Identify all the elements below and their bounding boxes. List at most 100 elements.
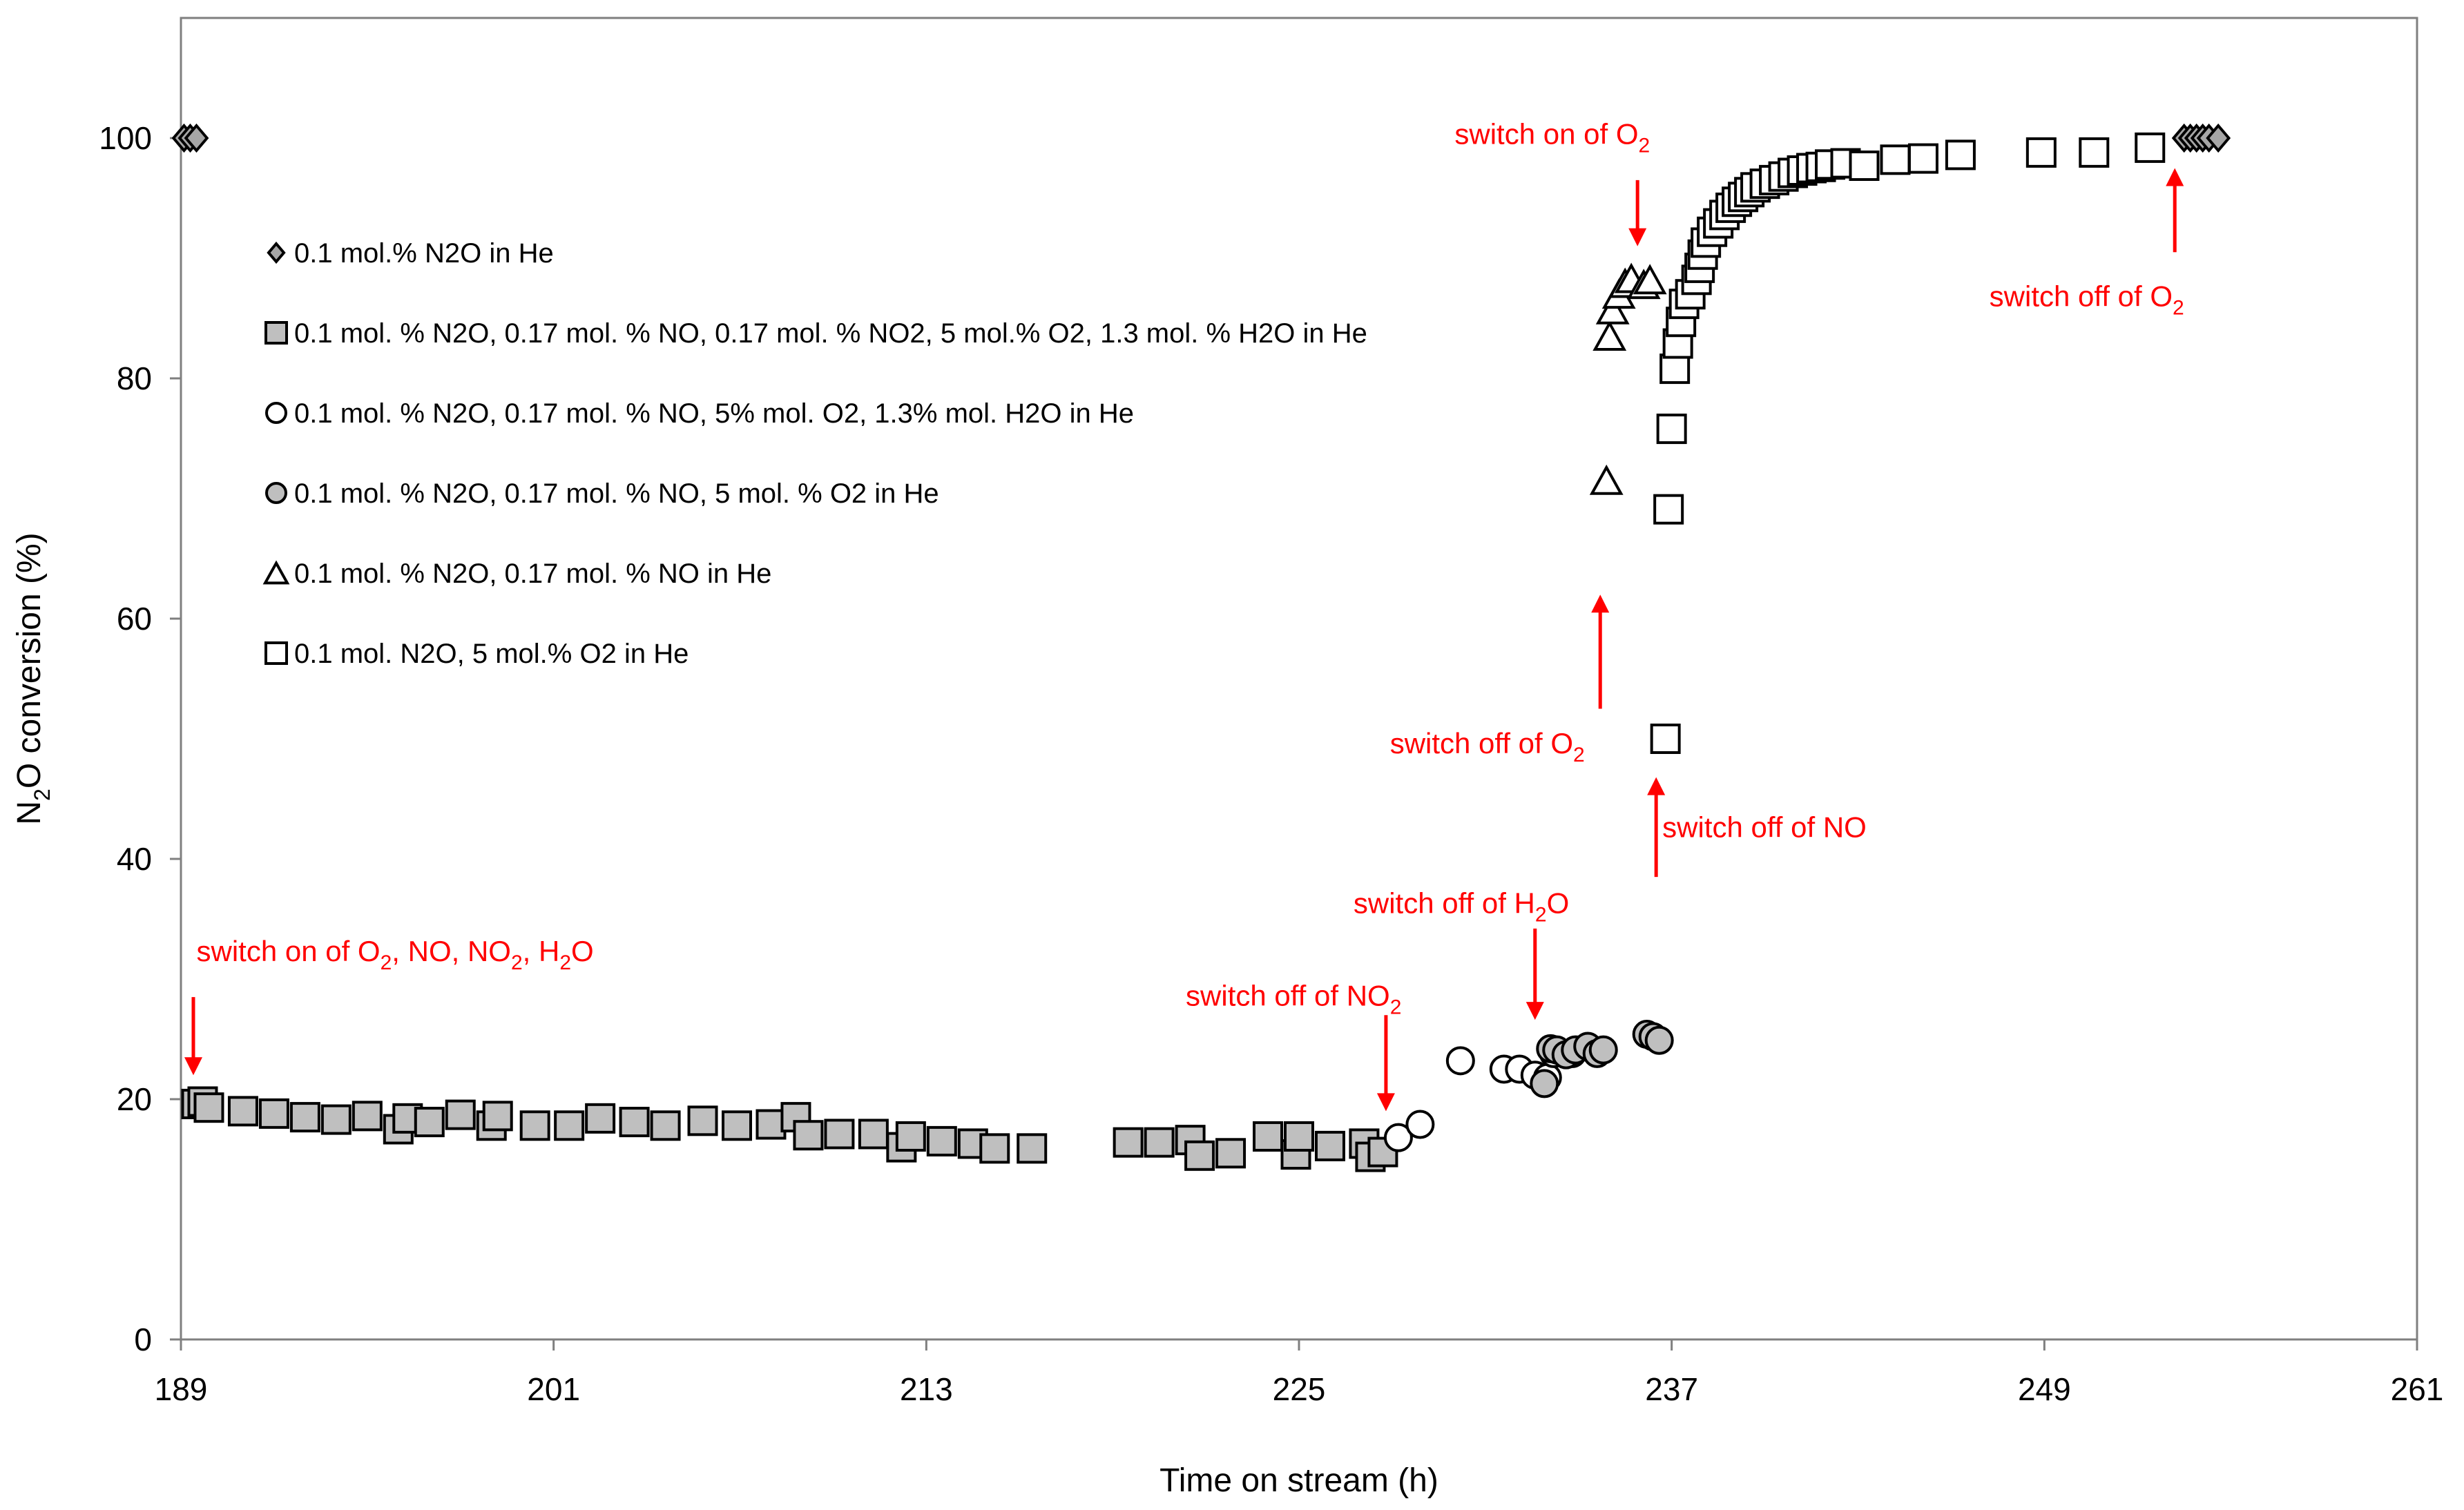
annotation-on-all: switch on of O2, NO, NO2, H2O [184, 935, 594, 1076]
annotation-label: switch on of O2 [1454, 118, 1650, 157]
square-point [320, 1104, 352, 1135]
circle-point [1445, 1046, 1475, 1076]
square-point [289, 1102, 320, 1133]
x-tick-label: 213 [900, 1371, 953, 1407]
square-point [1184, 1140, 1215, 1171]
square-point [2025, 137, 2057, 168]
square-point [1284, 1121, 1314, 1152]
x-tick-label: 189 [155, 1371, 208, 1407]
series-4 [1589, 262, 1667, 495]
square-point [258, 1098, 289, 1129]
circle-point [1588, 1035, 1618, 1065]
legend-label: 0.1 mol. % N2O, 0.17 mol. % NO, 0.17 mol… [294, 318, 1367, 349]
triangle-point [1633, 264, 1667, 295]
square-point [1880, 144, 1911, 175]
x-tick-label: 261 [2391, 1371, 2444, 1407]
square-point [1659, 354, 1691, 385]
annotation-label: switch off of H2O [1354, 887, 1569, 926]
square-point [824, 1119, 855, 1150]
square-point [1656, 414, 1687, 445]
annotation-arrow-head [1647, 777, 1666, 795]
annotation-off-no: switch off of NO [1647, 777, 1867, 878]
square-point [926, 1125, 957, 1156]
legend-label: 0.1 mol.% N2O in He [294, 238, 554, 269]
square-point [755, 1109, 787, 1140]
annotation-label: switch off of O2 [1390, 727, 1585, 766]
square-point [414, 1107, 445, 1138]
legend-label: 0.1 mol. % N2O, 0.17 mol. % NO, 5% mol. … [294, 398, 1134, 429]
square-point [1144, 1127, 1175, 1158]
square-point [722, 1110, 753, 1141]
triangle-point [1595, 293, 1630, 325]
square-point [1113, 1127, 1144, 1158]
diamond-point [184, 123, 209, 153]
square-point [352, 1101, 383, 1132]
square-point [585, 1103, 616, 1134]
circle-point [1644, 1025, 1674, 1055]
legend-label: 0.1 mol. % N2O, 0.17 mol. % NO in He [294, 559, 771, 589]
square-point [793, 1120, 824, 1151]
circle-point [1530, 1069, 1559, 1098]
legend-label: 0.1 mol. % N2O, 0.17 mol. % NO, 5 mol. %… [294, 478, 939, 509]
circle-point [1383, 1123, 1413, 1152]
square-point [2135, 132, 2166, 163]
square-point [2079, 137, 2110, 168]
y-tick-label: 0 [134, 1322, 152, 1357]
legend-entry: 0.1 mol. N2O, 5 mol.% O2 in He [264, 639, 689, 669]
legend-entry: 0.1 mol. % N2O, 0.17 mol. % NO, 5% mol. … [265, 398, 1134, 429]
square-point [979, 1133, 1010, 1164]
annotation-arrow-head [184, 1057, 202, 1076]
x-tick-label: 249 [2018, 1371, 2071, 1407]
annotations: switch on of O2, NO, NO2, H2O switch off … [184, 118, 2184, 1112]
square-point [554, 1110, 585, 1141]
square-point [687, 1105, 718, 1136]
series-3 [1530, 1020, 1674, 1098]
y-tick-label: 40 [117, 841, 152, 877]
axes: 189 201 213 225 237 249 261 0 20 40 60 80 100 [99, 120, 2443, 1407]
annotation-on-o2: switch on of O2 [1454, 118, 1650, 246]
square-point [650, 1110, 681, 1141]
triangle-point [1589, 464, 1624, 495]
y-tick-label: 20 [117, 1081, 152, 1117]
data-series [171, 123, 2231, 1172]
annotation-arrow-head [1376, 1093, 1395, 1112]
legend-entry: 0.1 mol. % N2O, 0.17 mol. % NO in He [262, 559, 771, 589]
y-tick-label: 100 [99, 120, 152, 156]
annotation-arrow-head [1591, 594, 1610, 613]
square-point [895, 1121, 926, 1152]
legend-entry: 0.1 mol. % N2O, 0.17 mol. % NO, 5 mol. %… [265, 478, 939, 509]
annotation-off-h2o: switch off of H2O [1354, 887, 1569, 1020]
circle-point [1405, 1110, 1435, 1139]
series-5 [1650, 132, 2166, 754]
square-point [1849, 151, 1880, 182]
triangle-point [1592, 320, 1627, 351]
diamond-point [2206, 123, 2231, 153]
legend-marker-diamond [267, 241, 286, 264]
annotation-arrow-head [1628, 228, 1647, 246]
square-point [1017, 1133, 1048, 1164]
square-point [1907, 143, 1938, 174]
series-1 [181, 1086, 1398, 1172]
annotation-off-no2: switch off of NO2 [1186, 979, 1401, 1112]
legend-entry: 0.1 mol. % N2O, 0.17 mol. % NO, 0.17 mol… [264, 318, 1367, 349]
legend-marker-square [264, 641, 288, 665]
square-point [1215, 1138, 1247, 1169]
square-point [227, 1096, 258, 1127]
y-tick-label: 60 [117, 601, 152, 637]
square-point [858, 1119, 889, 1150]
square-point [519, 1110, 550, 1141]
annotation-label: switch on of O2, NO, NO2, H2O [196, 935, 593, 974]
square-point [619, 1107, 650, 1138]
legend-marker-triangle [262, 560, 290, 585]
legend: 0.1 mol.% N2O in He 0.1 mol. % N2O, 0.17 … [262, 238, 1367, 669]
square-point [1314, 1130, 1345, 1161]
square-point [445, 1099, 476, 1130]
x-axis-title: Time on stream (h) [1159, 1462, 1438, 1499]
annotation-label: switch off of NO2 [1186, 979, 1401, 1018]
series-0 [171, 123, 2231, 153]
square-point [1253, 1121, 1284, 1152]
annotation-label: switch off of O2 [1990, 280, 2184, 320]
x-tick-label: 225 [1273, 1371, 1326, 1407]
square-point [1653, 494, 1684, 525]
